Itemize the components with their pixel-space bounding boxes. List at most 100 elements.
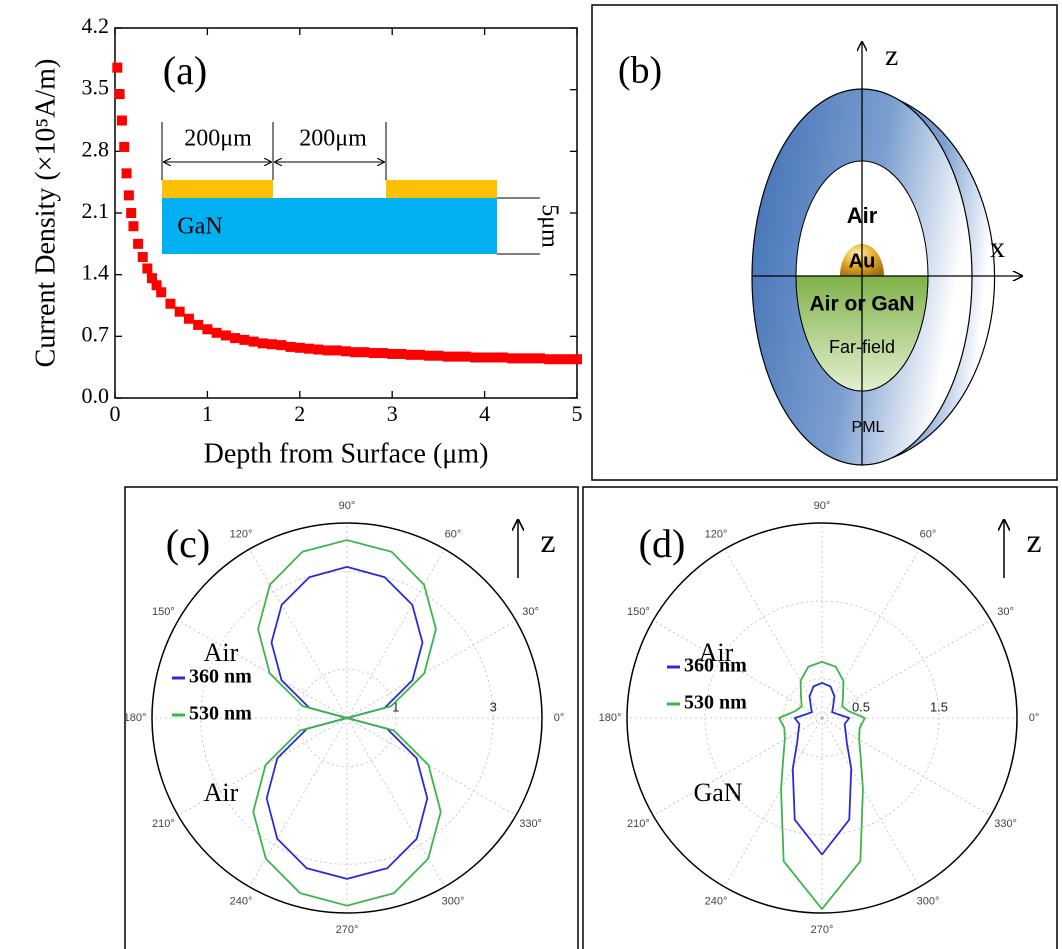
data-point	[424, 351, 434, 361]
radial-tick-label: 0.5	[852, 699, 870, 714]
angle-tick-label: 330°	[519, 818, 542, 830]
data-point	[563, 354, 573, 364]
data-point	[239, 335, 249, 345]
axis-label: z	[1026, 523, 1041, 560]
legend-label: 530 nm	[189, 703, 252, 725]
angle-tick-label: 330°	[994, 818, 1017, 830]
angular-grid-line	[250, 549, 348, 718]
data-point	[507, 353, 517, 363]
annotation: Air	[699, 638, 734, 667]
data-point	[387, 349, 397, 359]
data-point	[221, 330, 231, 340]
angle-tick-label: 0°	[554, 712, 565, 724]
data-point	[350, 347, 360, 357]
angle-tick-label: 120°	[230, 528, 253, 540]
figure: (b) z x Air Au Air or GaN Far-field PML …	[0, 0, 1062, 949]
data-point	[286, 342, 296, 352]
x-tick-label: 1	[202, 401, 213, 426]
y-tick-label: 4.2	[82, 13, 110, 38]
data-point	[184, 314, 194, 324]
panel-label: (d)	[639, 521, 686, 566]
panel-label: (a)	[163, 48, 207, 93]
angle-tick-label: 90°	[339, 500, 356, 512]
data-point	[332, 345, 342, 355]
angle-tick-label: 300°	[917, 896, 940, 908]
data-point	[517, 353, 527, 363]
data-point	[304, 344, 314, 354]
data-point	[142, 264, 152, 274]
data-point	[115, 89, 125, 99]
data-point	[117, 116, 127, 126]
axis-label: z	[885, 39, 898, 72]
region-label: Air or GaN	[809, 293, 914, 316]
annotation: 5μm	[536, 204, 562, 248]
y-tick-label: 3.5	[82, 75, 110, 100]
angular-grid-line	[347, 718, 445, 887]
angle-tick-label: 240°	[705, 896, 728, 908]
data-point	[452, 352, 462, 362]
electrode	[386, 180, 497, 198]
angle-tick-label: 30°	[522, 606, 539, 618]
y-tick-label: 0.0	[82, 383, 110, 408]
angular-grid-line	[250, 718, 348, 887]
annotation: GaN	[693, 778, 742, 807]
data-point	[193, 320, 203, 330]
data-point	[295, 343, 305, 353]
radial-tick-label: 3	[490, 699, 497, 714]
data-point	[341, 346, 351, 356]
data-point	[122, 168, 132, 178]
x-axis-label: Depth from Surface (μm)	[204, 438, 489, 469]
series-line	[253, 540, 441, 906]
data-point	[480, 352, 490, 362]
data-point	[535, 353, 545, 363]
y-axis-label: Current Density (×10⁵A/m)	[30, 59, 61, 368]
region-label: Air	[847, 203, 878, 228]
data-point	[572, 354, 582, 364]
angle-tick-label: 210°	[627, 818, 650, 830]
angular-grid-line	[822, 718, 991, 816]
angle-tick-label: 120°	[705, 528, 728, 540]
angle-tick-label: 0°	[1029, 712, 1040, 724]
region-label: PML	[852, 419, 885, 436]
angular-grid-line	[347, 549, 445, 718]
data-point	[138, 252, 148, 262]
data-point	[119, 142, 129, 152]
annotation: 200μm	[184, 126, 252, 152]
data-point	[258, 338, 268, 348]
data-point	[124, 190, 134, 200]
x-tick-label: 5	[572, 401, 583, 426]
annotation: Air	[204, 638, 239, 667]
data-point	[544, 354, 554, 364]
data-point	[461, 352, 471, 362]
data-point	[126, 208, 136, 218]
data-point	[128, 221, 138, 231]
electrode	[162, 180, 273, 198]
angle-tick-label: 90°	[814, 500, 831, 512]
panel-label: (c)	[166, 521, 210, 566]
region-label: Far-field	[829, 337, 895, 357]
angle-tick-label: 180°	[599, 712, 622, 724]
data-point	[133, 239, 143, 249]
angle-tick-label: 180°	[124, 712, 147, 724]
data-point	[249, 337, 259, 347]
data-point	[396, 349, 406, 359]
data-point	[489, 352, 499, 362]
data-point	[202, 324, 212, 334]
data-point	[406, 350, 416, 360]
y-tick-label: 0.7	[82, 321, 110, 346]
y-tick-label: 2.8	[82, 136, 110, 161]
panel-label: (b)	[618, 50, 662, 92]
angular-grid-line	[822, 718, 920, 887]
data-point	[443, 352, 453, 362]
data-point	[323, 345, 333, 355]
x-tick-label: 3	[387, 401, 398, 426]
axis-label: z	[540, 523, 555, 560]
annotation: 200μm	[299, 126, 367, 152]
angle-tick-label: 210°	[152, 818, 175, 830]
angular-grid-line	[822, 549, 920, 718]
angle-tick-label: 150°	[152, 606, 175, 618]
y-tick-label: 1.4	[82, 260, 110, 285]
annotation: Air	[204, 778, 239, 807]
angular-grid-line	[347, 718, 516, 816]
data-point	[212, 328, 222, 338]
